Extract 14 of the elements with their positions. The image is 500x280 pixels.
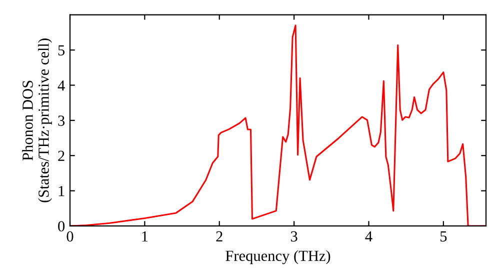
x-axis-title: Frequency (THz) xyxy=(226,250,330,264)
x-tick-label: 3 xyxy=(290,231,298,242)
x-tick-label: 4 xyxy=(365,231,372,242)
x-tick-label: 0 xyxy=(66,231,74,242)
y-tick-label: 4 xyxy=(58,80,65,91)
y-axis-title: Phonon DOS (States/THz·primitive cell) xyxy=(22,38,52,202)
y-tick-label: 2 xyxy=(58,150,64,161)
x-tick-label: 2 xyxy=(216,231,222,242)
x-tick-label: 5 xyxy=(440,231,447,242)
y-tick-label: 0 xyxy=(58,221,65,232)
y-tick-label: 1 xyxy=(58,186,64,196)
y-tick-label: 3 xyxy=(58,116,65,126)
x-tick-label: 1 xyxy=(142,231,148,242)
y-tick-label: 5 xyxy=(58,45,65,56)
